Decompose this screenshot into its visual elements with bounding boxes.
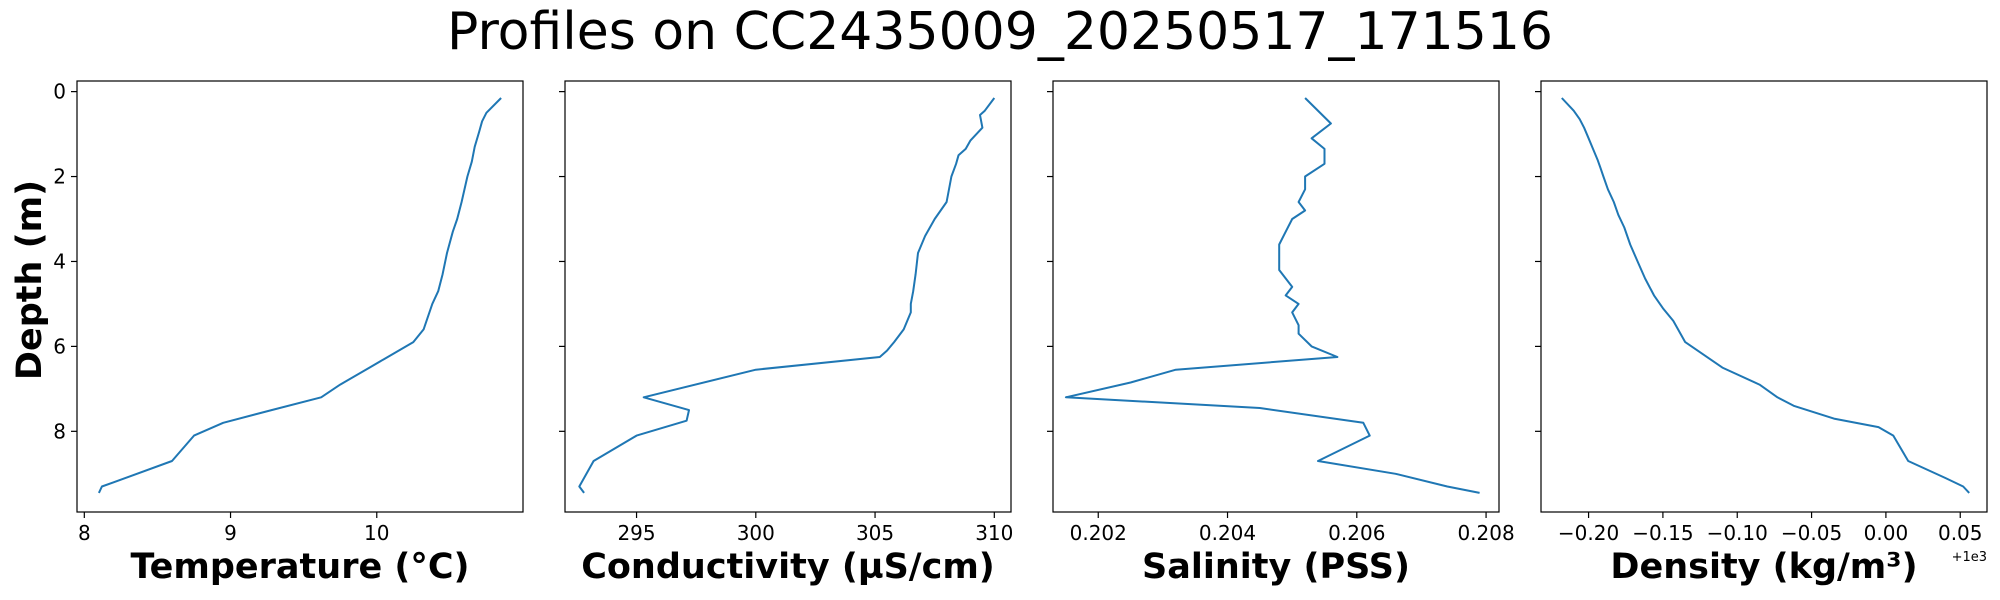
y-axis-label: Depth (m) — [10, 180, 50, 380]
x-tick-label: 0.00 — [1864, 521, 1909, 545]
x-tick-label: 0.204 — [1199, 521, 1256, 545]
x-tick-label: 0.208 — [1457, 521, 1514, 545]
x-tick-label: 310 — [975, 521, 1013, 545]
x-offset-label: +1e3 — [1952, 550, 1987, 565]
plot-frame — [564, 80, 1012, 513]
x-tick-label: 295 — [617, 521, 655, 545]
series-line-4-1 — [1561, 97, 1970, 494]
x-tick-label: 300 — [737, 521, 775, 545]
series-line-1-1 — [97, 97, 502, 494]
x-axis-label: Density (kg/m³) — [1610, 547, 1917, 587]
x-tick-label: 8 — [78, 521, 91, 545]
panel-3: 0.202 0.204 0.206 0.208 Salinity (PSS) — [1047, 80, 1515, 587]
x-tick-label: 9 — [224, 521, 237, 545]
plot-frame — [1540, 80, 1988, 513]
y-tick-label: 0 — [53, 80, 66, 104]
panel-1: 8 9 10 0 2 4 6 8 Temperature (°C) — [53, 80, 524, 587]
x-tick-label: 0.05 — [1938, 521, 1983, 545]
x-tick-label: 0.206 — [1328, 521, 1385, 545]
y-tick-label: 2 — [53, 165, 66, 189]
series-line-2-1 — [578, 97, 996, 494]
x-axis-label: Temperature (°C) — [130, 547, 469, 587]
y-tick-label: 4 — [53, 249, 66, 273]
chart-title: Profiles on CC2435009_20250517_171516 — [447, 2, 1553, 62]
x-tick-label: 305 — [856, 521, 894, 545]
y-tick-label: 6 — [53, 334, 66, 358]
x-tick-label: −0.15 — [1632, 521, 1693, 545]
y-tick-label: 8 — [53, 419, 66, 443]
plot-frame — [1052, 80, 1500, 513]
x-axis-label: Salinity (PSS) — [1142, 547, 1410, 587]
x-tick-label: −0.05 — [1781, 521, 1842, 545]
panels-group: 8 9 10 0 2 4 6 8 Temperature (°C) 295 300 305 310Con… — [53, 80, 1988, 587]
x-tick-label: −0.10 — [1707, 521, 1768, 545]
x-axis-label: Conductivity (µS/cm) — [581, 547, 995, 587]
plot-frame — [76, 80, 524, 513]
series-line-3-1 — [1064, 97, 1480, 494]
panel-4: −0.20 −0.15 −0.10 −0.05 0.00 0.05 Density (kg/… — [1535, 80, 1988, 587]
x-tick-label: 0.202 — [1070, 521, 1127, 545]
x-tick-label: 10 — [364, 521, 389, 545]
x-tick-label: −0.20 — [1558, 521, 1619, 545]
